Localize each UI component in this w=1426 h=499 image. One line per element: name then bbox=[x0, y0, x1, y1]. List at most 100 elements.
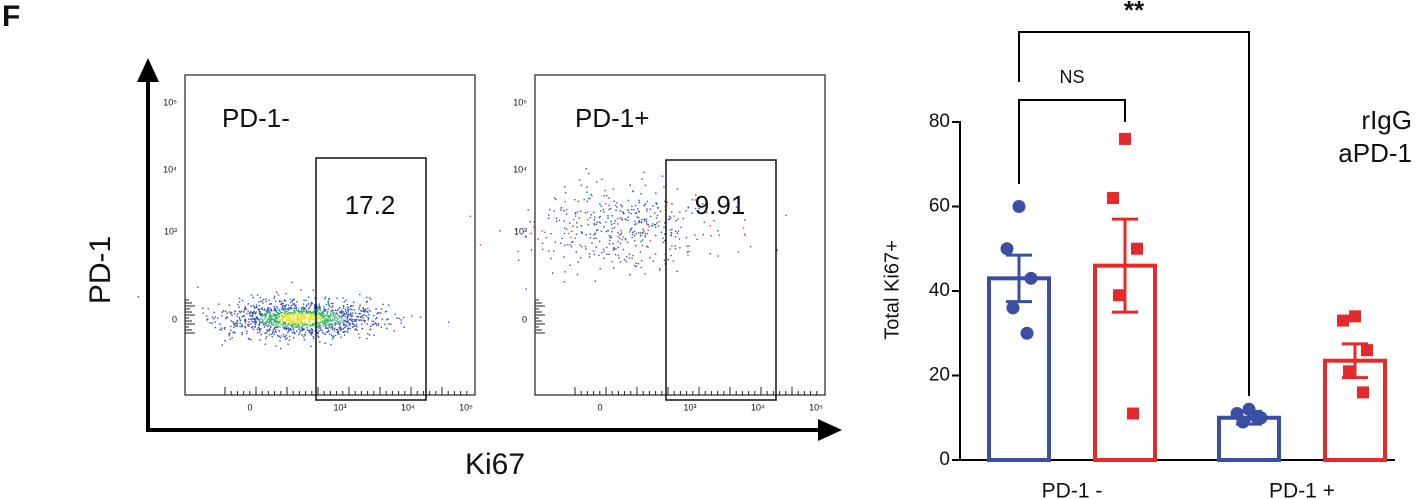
event-dot bbox=[652, 205, 654, 207]
event-dot bbox=[377, 322, 380, 325]
event-dot bbox=[316, 316, 319, 318]
event-dot bbox=[666, 201, 668, 204]
event-dot bbox=[592, 250, 595, 252]
event-dot bbox=[344, 310, 347, 312]
event-dot bbox=[344, 315, 346, 318]
event-dot bbox=[555, 198, 557, 201]
event-dot bbox=[419, 316, 422, 318]
event-dot bbox=[265, 298, 267, 300]
event-dot bbox=[347, 331, 349, 333]
event-dot bbox=[601, 251, 603, 254]
event-dot bbox=[303, 299, 305, 301]
event-dot bbox=[635, 262, 637, 265]
event-dot bbox=[593, 211, 595, 214]
event-dot bbox=[271, 317, 273, 319]
event-dot bbox=[323, 310, 325, 312]
event-dot bbox=[214, 326, 217, 329]
event-dot bbox=[299, 316, 302, 318]
event-dot bbox=[599, 267, 601, 270]
event-dot bbox=[346, 307, 349, 309]
event-dot bbox=[309, 319, 311, 321]
event-dot bbox=[279, 340, 281, 342]
event-dot bbox=[302, 313, 304, 316]
event-dot bbox=[336, 320, 339, 322]
event-dot bbox=[620, 217, 623, 219]
event-dot bbox=[586, 191, 588, 193]
event-dot bbox=[658, 221, 661, 223]
event-dot bbox=[709, 253, 711, 255]
event-dot bbox=[275, 331, 277, 333]
event-dot bbox=[282, 318, 284, 321]
event-dot bbox=[273, 313, 275, 316]
event-dot bbox=[651, 225, 653, 227]
event-dot bbox=[236, 320, 239, 323]
event-dot bbox=[314, 319, 316, 321]
event-dot bbox=[305, 308, 307, 311]
event-dot bbox=[577, 200, 580, 203]
event-dot bbox=[326, 331, 329, 333]
event-dot bbox=[278, 316, 281, 318]
event-dot bbox=[593, 237, 595, 240]
event-dot bbox=[276, 326, 279, 329]
event-dot bbox=[300, 289, 302, 291]
event-dot bbox=[611, 261, 613, 263]
event-dot bbox=[293, 331, 295, 333]
event-dot bbox=[640, 266, 642, 269]
y-tick-label: 10³ bbox=[514, 226, 527, 236]
event-dot bbox=[342, 324, 345, 326]
event-dot bbox=[563, 232, 566, 235]
event-dot bbox=[312, 314, 314, 316]
event-dot bbox=[338, 324, 341, 326]
event-dot bbox=[343, 324, 346, 326]
event-dot bbox=[314, 323, 316, 325]
event-dot bbox=[272, 318, 274, 320]
event-dot bbox=[319, 315, 321, 317]
event-dot bbox=[575, 233, 578, 235]
event-dot bbox=[656, 222, 658, 224]
event-dot bbox=[281, 300, 283, 303]
event-dot bbox=[291, 299, 294, 301]
event-dot bbox=[328, 320, 330, 322]
event-dot bbox=[663, 186, 665, 188]
event-dot bbox=[238, 318, 241, 320]
event-dot bbox=[586, 200, 588, 203]
event-dot bbox=[316, 312, 318, 314]
event-dot bbox=[259, 313, 261, 315]
event-dot bbox=[347, 311, 350, 313]
event-dot bbox=[611, 227, 614, 230]
event-dot bbox=[674, 236, 677, 238]
event-dot bbox=[569, 264, 571, 266]
event-dot bbox=[610, 220, 612, 223]
event-dot bbox=[286, 308, 288, 311]
event-dot bbox=[241, 325, 243, 327]
event-dot bbox=[646, 200, 649, 203]
event-dot bbox=[339, 311, 341, 313]
event-dot bbox=[586, 186, 588, 188]
event-dot bbox=[537, 238, 539, 240]
event-dot bbox=[289, 328, 292, 331]
event-dot bbox=[588, 253, 591, 255]
event-dot bbox=[300, 321, 302, 323]
event-dot bbox=[288, 335, 291, 338]
event-dot bbox=[258, 310, 260, 312]
event-dot bbox=[631, 257, 633, 260]
event-dot bbox=[657, 207, 659, 209]
event-dot bbox=[221, 327, 223, 329]
event-dot bbox=[288, 307, 290, 310]
event-dot bbox=[608, 204, 610, 207]
event-dot bbox=[594, 216, 596, 218]
event-dot bbox=[320, 316, 322, 319]
event-dot bbox=[669, 229, 672, 231]
event-dot bbox=[327, 308, 330, 310]
event-dot bbox=[598, 216, 601, 219]
event-dot bbox=[618, 237, 621, 240]
event-dot bbox=[645, 218, 648, 221]
event-dot bbox=[593, 224, 596, 226]
event-dot bbox=[331, 315, 333, 318]
event-dot bbox=[334, 334, 337, 337]
event-dot bbox=[310, 331, 312, 334]
event-dot bbox=[318, 317, 320, 320]
event-dot bbox=[321, 311, 323, 314]
event-dot bbox=[580, 257, 582, 259]
event-dot bbox=[310, 313, 312, 316]
